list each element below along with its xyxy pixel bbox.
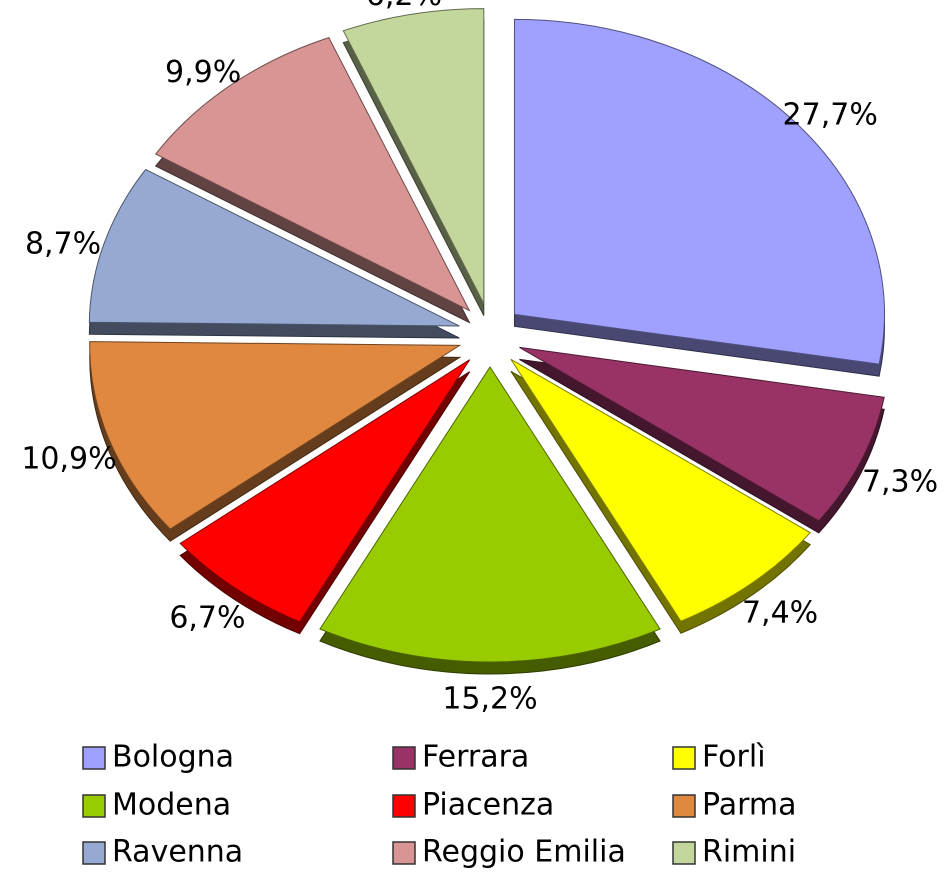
legend-swatch [392,746,416,770]
data-label: 7,3% [862,464,938,499]
data-label: 6,2% [366,0,442,13]
data-label: 9,9% [165,55,241,90]
slice [342,8,485,304]
slice [519,346,885,522]
legend-label: Ferrara [422,740,529,775]
slice [319,366,661,663]
legend-swatch [392,841,416,865]
legend-swatch [82,841,106,865]
legend-swatch [672,794,696,818]
legend-label: Modena [112,788,231,823]
data-label: 27,7% [783,98,878,133]
slice [88,168,460,327]
slice [89,341,462,530]
legend-label: Ravenna [112,835,243,870]
slice [179,359,471,623]
slice [510,358,811,622]
legend-label: Parma [702,788,797,823]
legend-swatch [392,794,416,818]
data-label: 6,7% [169,601,245,636]
slice [154,37,471,312]
legend-label: Forlì [702,740,766,775]
data-label: 7,4% [742,596,818,631]
data-label: 15,2% [442,682,537,717]
legend-label: Piacenza [422,788,554,823]
slice [513,18,885,365]
legend-label: Rimini [702,835,796,870]
legend-swatch [82,794,106,818]
legend-label: Reggio Emilia [422,835,626,870]
legend-swatch [672,841,696,865]
legend-swatch [82,746,106,770]
data-label: 8,7% [25,226,101,261]
legend-swatch [672,746,696,770]
data-label: 10,9% [21,441,116,476]
legend-label: Bologna [112,740,234,775]
